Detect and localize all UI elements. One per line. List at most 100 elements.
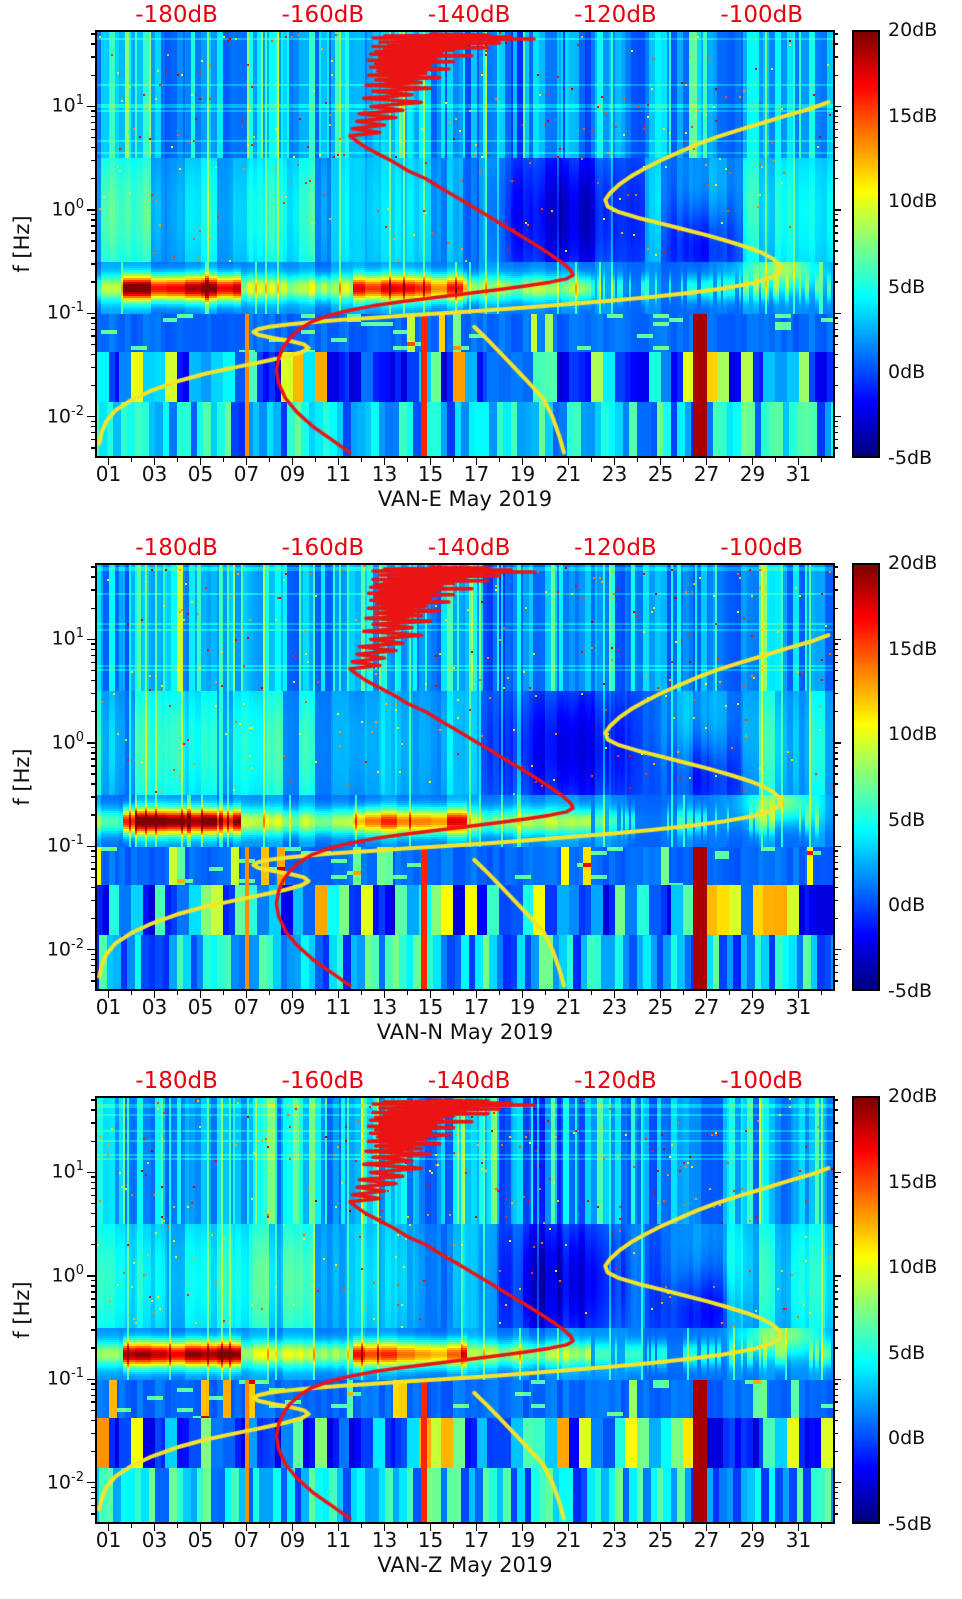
x-tick-mark — [682, 1524, 685, 1528]
x-tick-label: 09 — [279, 462, 306, 486]
colorbar-tick-label: 20dB — [888, 552, 938, 574]
x-tick-mark — [590, 1524, 593, 1528]
y-tick-mark — [91, 1181, 95, 1184]
y-tick-mark-right — [835, 1409, 838, 1412]
x-tick-mark — [268, 991, 271, 995]
y-tick-mark-right — [835, 845, 841, 848]
y-tick-mark — [91, 566, 95, 568]
x-tick-mark — [797, 458, 800, 465]
x-tick-label: 21 — [555, 462, 582, 486]
y-tick-label: 10-1 — [46, 300, 84, 324]
x-tick-label: 13 — [371, 1528, 398, 1552]
x-tick-mark — [107, 458, 110, 465]
y-tick-mark — [91, 420, 95, 423]
y-tick-mark-right — [835, 438, 838, 441]
y-tick-mark — [91, 589, 95, 591]
top-axis-tick-label: -100dB — [720, 2, 803, 28]
x-tick-mark — [222, 1524, 225, 1528]
x-tick-mark — [475, 1524, 478, 1531]
x-tick-label: 27 — [693, 995, 720, 1019]
x-tick-mark — [636, 991, 639, 995]
y-tick-mark — [91, 219, 95, 221]
y-tick-mark-right — [835, 1187, 838, 1190]
y-tick-mark — [91, 964, 95, 967]
top-axis-tick-label: -120dB — [574, 535, 657, 561]
y-tick-mark — [91, 74, 95, 77]
y-tick-mark — [91, 710, 95, 713]
y-tick-mark-right — [835, 1486, 838, 1489]
y-tick-mark — [91, 1497, 95, 1500]
y-tick-mark — [91, 1306, 95, 1308]
x-tick-mark — [130, 1524, 133, 1528]
y-tick-mark-right — [835, 128, 838, 131]
y-tick-mark-right — [835, 589, 838, 591]
top-axis-tick-label: -140dB — [427, 2, 511, 28]
y-tick-mark — [91, 1212, 95, 1215]
x-tick-mark — [682, 991, 685, 995]
y-tick-mark — [91, 765, 95, 767]
y-tick-mark-right — [835, 56, 838, 58]
y-tick-mark-right — [835, 209, 841, 211]
x-tick-mark — [107, 991, 110, 998]
y-tick-mark — [91, 1194, 95, 1197]
y-tick-mark — [91, 746, 95, 749]
x-tick-label: 03 — [141, 995, 168, 1019]
y-tick-mark-right — [835, 917, 838, 920]
x-tick-mark — [245, 991, 248, 998]
y-tick-mark — [87, 1171, 95, 1174]
y-tick-mark — [91, 353, 95, 356]
y-tick-mark — [91, 56, 95, 58]
y-tick-mark — [91, 1450, 95, 1453]
y-tick-mark-right — [835, 1285, 838, 1287]
y-tick-mark — [91, 607, 95, 610]
x-tick-mark — [245, 1524, 248, 1531]
y-tick-mark-right — [835, 250, 838, 252]
y-tick-mark — [91, 917, 95, 920]
y-tick-mark — [91, 1140, 95, 1143]
y-tick-mark — [91, 384, 95, 387]
y-tick-label: 10-2 — [46, 403, 84, 428]
y-tick-mark — [91, 648, 95, 651]
y-tick-mark — [91, 876, 95, 879]
y-tick-mark-right — [835, 232, 838, 234]
y-tick-label: 100 — [51, 196, 84, 221]
y-tick-label: 10-2 — [46, 936, 84, 961]
y-tick-mark-right — [835, 783, 838, 785]
x-tick-mark — [751, 1524, 754, 1531]
y-tick-mark-right — [835, 1202, 838, 1205]
x-tick-mark — [268, 1524, 271, 1528]
y-tick-mark-right — [835, 328, 838, 331]
x-tick-mark — [406, 991, 409, 995]
x-tick-mark — [314, 458, 317, 462]
colorbar-tick-label: 20dB — [888, 19, 938, 41]
x-tick-mark — [774, 991, 777, 995]
spectrogram-plot — [95, 563, 835, 991]
x-tick-mark — [153, 458, 156, 465]
x-tick-mark — [498, 1524, 501, 1528]
colorbar-tick-label: 5dB — [888, 808, 926, 831]
y-tick-mark — [91, 438, 95, 441]
y-tick-mark-right — [835, 1316, 838, 1318]
x-tick-mark — [222, 991, 225, 995]
y-tick-mark-right — [835, 281, 838, 283]
y-tick-mark-right — [835, 177, 838, 180]
x-tick-label: 05 — [187, 1528, 214, 1552]
x-tick-mark — [429, 458, 432, 465]
colorbar-tick-label: 20dB — [888, 1085, 938, 1107]
y-tick-mark-right — [835, 431, 838, 434]
y-tick-mark-right — [835, 971, 838, 974]
y-tick-mark — [91, 643, 95, 645]
y-tick-mark — [91, 447, 95, 449]
x-tick-label: 15 — [417, 462, 444, 486]
y-tick-mark — [87, 312, 95, 315]
y-tick-mark-right — [835, 1450, 838, 1453]
x-tick-mark — [245, 458, 248, 465]
x-tick-label: 17 — [463, 995, 490, 1019]
x-tick-mark — [613, 458, 616, 465]
x-tick-mark — [613, 991, 616, 998]
x-tick-mark — [521, 1524, 524, 1531]
x-tick-mark — [406, 1524, 409, 1528]
y-tick-mark — [91, 250, 95, 252]
y-tick-mark — [91, 1285, 95, 1287]
y-tick-mark — [91, 281, 95, 283]
